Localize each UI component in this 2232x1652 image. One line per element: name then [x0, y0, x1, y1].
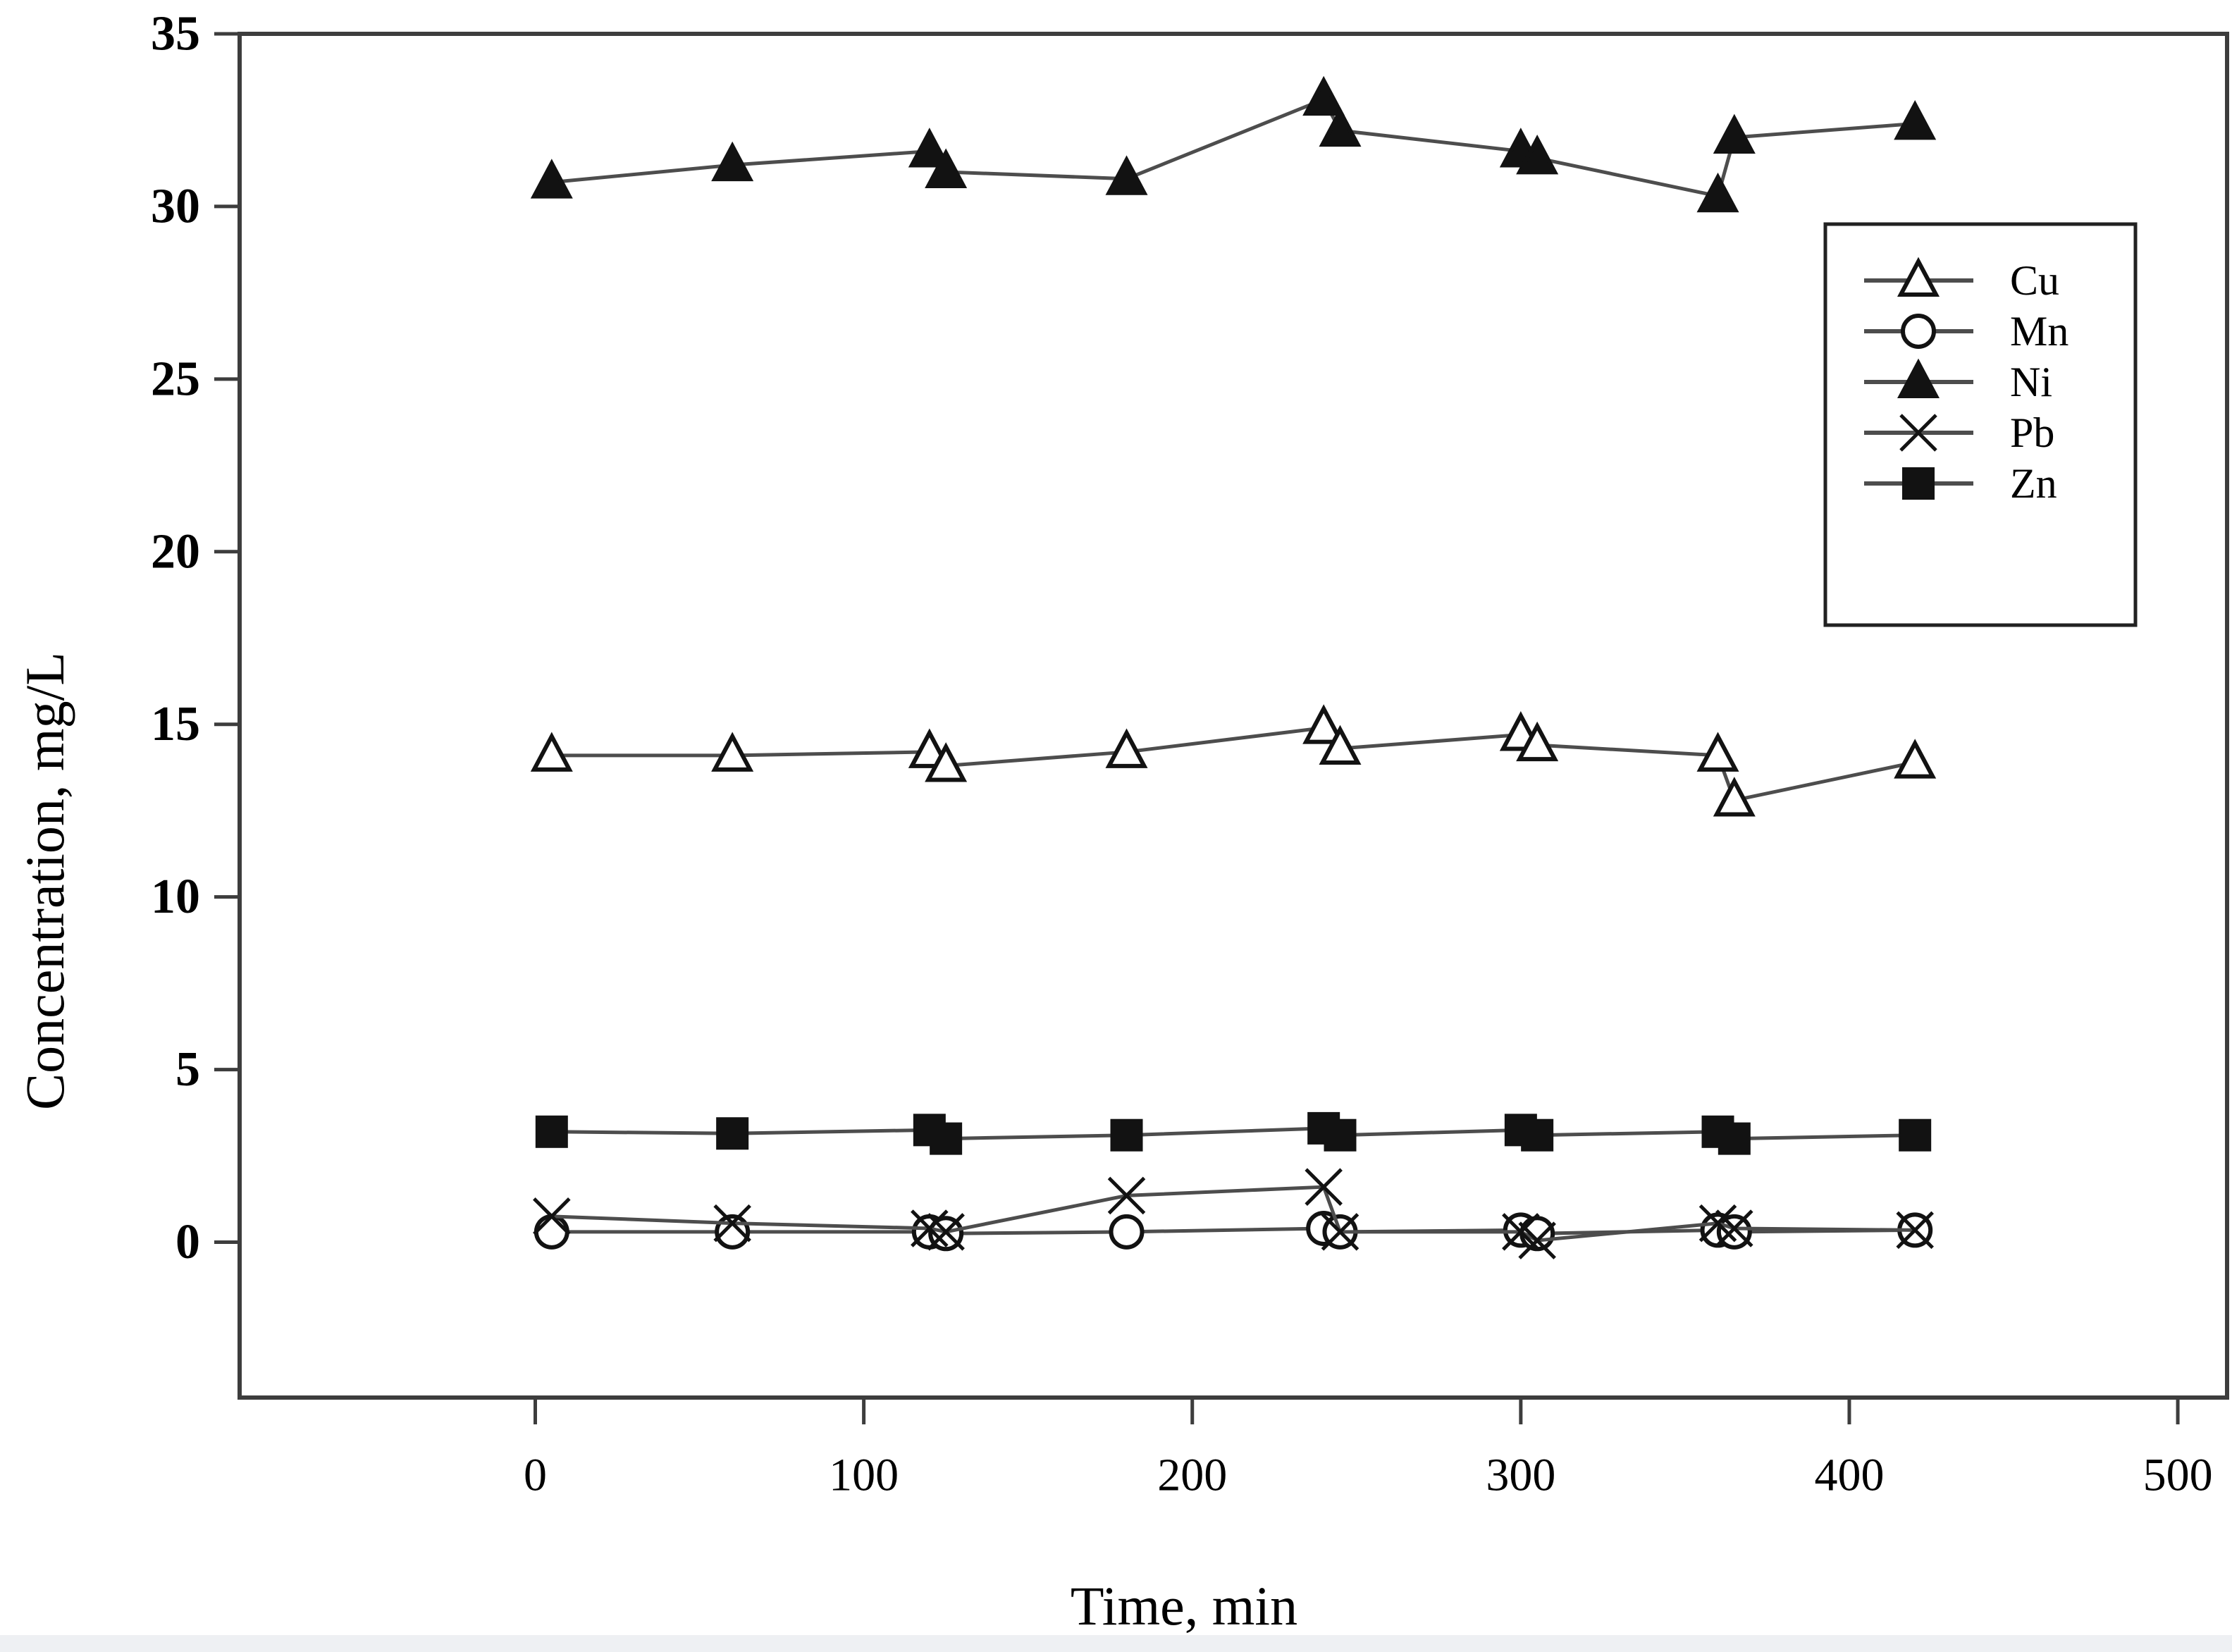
Ni-marker — [711, 141, 754, 182]
y-tick-label-30: 30 — [151, 179, 200, 233]
legend-item-Cu: Cu — [1864, 257, 2059, 304]
x-stroke — [1518, 1221, 1556, 1259]
Pb-marker — [1518, 1221, 1556, 1259]
series-Pb — [533, 1168, 1934, 1259]
x-stroke — [1715, 1209, 1753, 1247]
Ni-marker — [1302, 75, 1345, 116]
Mn-marker — [534, 1214, 569, 1250]
x-stroke — [1698, 1204, 1737, 1243]
x-tick-label-400: 400 — [1814, 1450, 1884, 1501]
Ni-marker — [1894, 99, 1937, 140]
x-stroke — [1899, 414, 1937, 452]
Cu-marker — [1516, 721, 1559, 762]
Zn-marker — [930, 1122, 963, 1155]
x-tick-label-0: 0 — [524, 1450, 547, 1501]
Cu-marker — [1105, 728, 1148, 768]
legend-Zn-marker — [1902, 467, 1935, 500]
Mn-marker — [1109, 1214, 1145, 1250]
legend-item-Ni: Ni — [1864, 358, 2052, 405]
y-tick-label-20: 20 — [151, 524, 200, 579]
x-tick-label-300: 300 — [1486, 1450, 1555, 1501]
y-tick-label-5: 5 — [175, 1042, 200, 1097]
Pb-marker — [1896, 1211, 1934, 1250]
series-Zn — [535, 1111, 1932, 1155]
Pb-marker — [713, 1204, 751, 1243]
legend-Mn-marker — [1901, 314, 1936, 349]
series-Cu — [530, 704, 1937, 817]
Cu-marker — [1894, 739, 1937, 779]
Cu-marker — [1713, 777, 1756, 817]
Zn-marker — [1899, 1118, 1932, 1152]
legend-box — [1823, 222, 2138, 627]
Ni-marker — [908, 128, 951, 168]
legend-label-Mn: Mn — [2010, 308, 2068, 355]
Pb-marker — [1305, 1168, 1343, 1206]
Zn-marker — [1521, 1118, 1554, 1152]
Ni-marker — [1319, 106, 1362, 147]
Cu-marker — [1696, 732, 1739, 772]
y-tick-label-0: 0 — [175, 1215, 200, 1269]
x-stroke — [1502, 1213, 1540, 1251]
Ni-marker — [1696, 172, 1739, 213]
legend-item-Pb: Pb — [1864, 409, 2054, 456]
Zn-marker — [716, 1117, 749, 1150]
Ni-marker — [925, 148, 968, 188]
Zn-marker — [1110, 1118, 1143, 1152]
x-axis: 0 100 200 300 400 500 — [524, 1398, 2213, 1501]
legend-label-Cu: Cu — [2010, 257, 2059, 304]
x-stroke — [1107, 1176, 1146, 1215]
y-tick-label-15: 15 — [151, 697, 200, 751]
Pb-marker — [1321, 1213, 1359, 1251]
page-bottom-strip — [0, 1635, 2232, 1652]
Cu-marker — [711, 732, 754, 772]
x-tick-label-500: 500 — [2143, 1450, 2213, 1501]
legend-Ni-marker — [1897, 358, 1940, 398]
x-stroke — [1305, 1168, 1343, 1206]
plot-frame — [238, 32, 2229, 1400]
Cu-marker — [925, 742, 968, 782]
legend-label-Zn: Zn — [2010, 460, 2057, 507]
Ni-marker — [1105, 155, 1148, 195]
Cu-marker — [1302, 704, 1345, 744]
legend-item-Zn: Zn — [1864, 460, 2057, 507]
Pb-marker — [927, 1213, 965, 1251]
y-tick-label-10: 10 — [151, 870, 200, 924]
Zn-marker — [1718, 1122, 1751, 1155]
x-stroke — [1896, 1211, 1934, 1250]
Mn-marker — [1716, 1214, 1752, 1250]
x-stroke — [927, 1213, 965, 1251]
Ni-marker — [530, 159, 573, 199]
Cu-marker — [1319, 725, 1362, 765]
x-axis-title: Time, min — [1071, 1575, 1297, 1636]
Zn-marker — [535, 1115, 568, 1148]
y-axis: 0 5 10 15 20 25 30 35 — [151, 7, 240, 1269]
Pb-marker — [1107, 1176, 1146, 1215]
Ni-marker — [1516, 134, 1559, 175]
Pb-marker — [911, 1209, 949, 1247]
x-stroke — [713, 1204, 751, 1243]
x-tick-label-100: 100 — [829, 1450, 899, 1501]
x-stroke — [533, 1197, 571, 1235]
legend-label-Ni: Ni — [2010, 359, 2052, 405]
Pb-marker — [533, 1197, 571, 1235]
Cu-marker — [530, 732, 573, 772]
series-Ni — [530, 75, 1937, 213]
Pb-marker — [1715, 1209, 1753, 1247]
Zn-marker — [1324, 1118, 1357, 1152]
legend-Cu-marker — [1897, 257, 1940, 297]
Ni-marker — [1713, 113, 1756, 154]
y-tick-label-35: 35 — [151, 7, 200, 61]
y-axis-title: Concentration, mg/L — [14, 652, 75, 1110]
x-tick-label-200: 200 — [1157, 1450, 1227, 1501]
x-stroke — [911, 1209, 949, 1247]
Ni-line — [551, 97, 1916, 199]
y-tick-label-25: 25 — [151, 352, 200, 406]
legend-label-Pb: Pb — [2010, 409, 2054, 456]
legend-item-Mn: Mn — [1864, 308, 2068, 355]
legend-Pb-marker — [1899, 414, 1937, 452]
x-stroke — [1321, 1213, 1359, 1251]
